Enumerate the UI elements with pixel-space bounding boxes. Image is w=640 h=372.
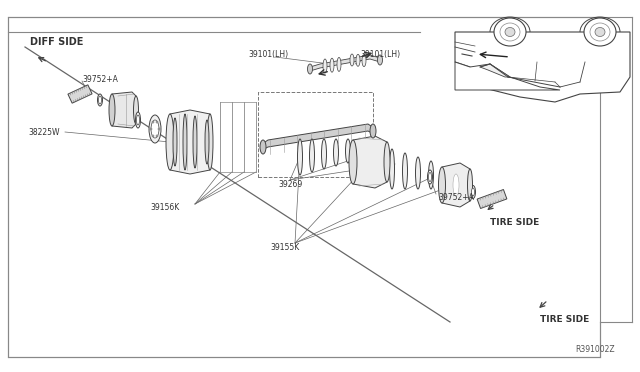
Polygon shape — [310, 55, 380, 71]
Bar — [258, 92, 373, 177]
Polygon shape — [170, 110, 210, 174]
Ellipse shape — [453, 174, 459, 196]
Ellipse shape — [595, 28, 605, 36]
Ellipse shape — [151, 120, 159, 138]
Text: 39101(LH): 39101(LH) — [360, 49, 400, 58]
Ellipse shape — [149, 115, 161, 143]
Ellipse shape — [173, 118, 177, 166]
Polygon shape — [353, 136, 387, 188]
Ellipse shape — [384, 142, 390, 182]
Text: R391002Z: R391002Z — [575, 346, 614, 355]
Polygon shape — [455, 32, 630, 102]
Ellipse shape — [337, 57, 341, 71]
Ellipse shape — [150, 128, 152, 130]
Polygon shape — [455, 62, 560, 90]
Polygon shape — [442, 163, 470, 207]
Polygon shape — [68, 85, 92, 103]
Ellipse shape — [333, 139, 339, 166]
Ellipse shape — [156, 135, 158, 137]
Ellipse shape — [590, 23, 610, 41]
Ellipse shape — [494, 18, 526, 46]
Text: TIRE SIDE: TIRE SIDE — [490, 218, 540, 227]
Text: 39269: 39269 — [278, 180, 302, 189]
Ellipse shape — [193, 116, 197, 168]
Ellipse shape — [350, 54, 354, 66]
Ellipse shape — [321, 139, 326, 169]
Ellipse shape — [109, 94, 115, 126]
Text: 39156K: 39156K — [150, 202, 179, 212]
Polygon shape — [480, 64, 510, 77]
Text: 38225W: 38225W — [28, 128, 60, 137]
Ellipse shape — [298, 139, 303, 175]
Ellipse shape — [356, 54, 360, 66]
Ellipse shape — [156, 121, 158, 123]
Ellipse shape — [307, 64, 312, 74]
Ellipse shape — [349, 140, 357, 184]
Ellipse shape — [152, 135, 154, 137]
Ellipse shape — [323, 59, 327, 73]
Ellipse shape — [467, 169, 472, 201]
Ellipse shape — [346, 139, 351, 163]
Ellipse shape — [183, 114, 187, 170]
Ellipse shape — [205, 120, 209, 164]
Ellipse shape — [403, 153, 408, 189]
Ellipse shape — [505, 28, 515, 36]
Ellipse shape — [136, 112, 141, 128]
Ellipse shape — [158, 128, 160, 130]
Ellipse shape — [429, 173, 431, 182]
Text: 39155K: 39155K — [270, 243, 300, 251]
Ellipse shape — [584, 18, 616, 46]
Ellipse shape — [500, 23, 520, 41]
Ellipse shape — [362, 55, 366, 67]
Ellipse shape — [470, 186, 476, 199]
Ellipse shape — [438, 167, 445, 203]
Ellipse shape — [429, 161, 433, 189]
Ellipse shape — [428, 170, 433, 184]
Polygon shape — [262, 124, 374, 150]
Ellipse shape — [136, 115, 140, 125]
Ellipse shape — [472, 188, 474, 196]
Ellipse shape — [390, 149, 394, 189]
Ellipse shape — [166, 114, 174, 170]
Ellipse shape — [134, 96, 138, 124]
Text: 39752+A: 39752+A — [82, 74, 118, 83]
Text: DIFF SIDE: DIFF SIDE — [30, 37, 83, 47]
Ellipse shape — [310, 139, 314, 172]
Polygon shape — [477, 189, 507, 208]
Ellipse shape — [330, 58, 334, 72]
Ellipse shape — [152, 121, 154, 123]
Polygon shape — [112, 92, 136, 128]
Text: 39752+A: 39752+A — [438, 192, 474, 202]
Text: TIRE SIDE: TIRE SIDE — [540, 315, 589, 324]
Text: 39101(LH): 39101(LH) — [248, 49, 288, 58]
Ellipse shape — [99, 96, 102, 104]
Ellipse shape — [260, 140, 266, 154]
Ellipse shape — [378, 55, 383, 65]
Ellipse shape — [415, 157, 420, 189]
Ellipse shape — [97, 94, 102, 106]
Ellipse shape — [207, 114, 213, 170]
Ellipse shape — [370, 124, 376, 138]
